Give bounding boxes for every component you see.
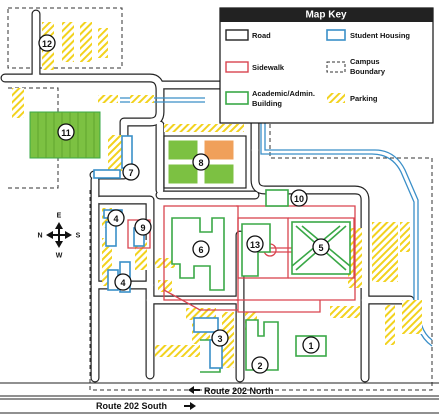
route-labels: Route 202 North Route 202 South — [96, 386, 274, 411]
marker-12[interactable]: 12 — [38, 34, 56, 52]
compass-e: E — [57, 213, 62, 220]
marker-3[interactable]: 3 — [211, 329, 229, 347]
marker-8[interactable]: 8 — [192, 153, 210, 171]
academic-buildings — [171, 189, 351, 373]
marker-4-north[interactable]: 4 — [107, 209, 125, 227]
key-parking-swatch — [327, 93, 345, 103]
roads — [0, 9, 415, 383]
route-north-arrow-icon — [188, 386, 200, 394]
key-boundary-label-1: Campus — [350, 57, 380, 66]
marker-10[interactable]: 10 — [290, 189, 308, 207]
svg-text:1: 1 — [308, 341, 313, 351]
key-sidewalk-swatch — [225, 61, 249, 73]
key-academic-label-1: Academic/Admin. — [252, 89, 315, 98]
key-boundary-swatch — [326, 61, 346, 73]
key-housing-swatch — [326, 29, 346, 41]
marker-1[interactable]: 1 — [302, 336, 320, 354]
key-housing-label: Student Housing — [350, 31, 410, 40]
svg-text:2: 2 — [257, 361, 262, 371]
marker-13[interactable]: 13 — [246, 235, 264, 253]
svg-text:3: 3 — [217, 334, 222, 344]
svg-text:9: 9 — [140, 223, 145, 233]
marker-4-south[interactable]: 4 — [114, 273, 132, 291]
route-south-arrow-icon — [184, 402, 196, 410]
svg-text:12: 12 — [42, 39, 52, 49]
marker-11[interactable]: 11 — [57, 123, 75, 141]
svg-text:4: 4 — [120, 278, 125, 288]
compass-rose: E W N S — [37, 213, 80, 260]
compass-arrows-icon — [46, 222, 72, 248]
svg-text:5: 5 — [318, 243, 323, 253]
svg-text:7: 7 — [128, 168, 133, 178]
route-202-south-label: Route 202 South — [96, 401, 167, 411]
marker-2[interactable]: 2 — [251, 356, 269, 374]
svg-text:4: 4 — [113, 214, 118, 224]
svg-text:8: 8 — [198, 158, 203, 168]
map-key: Map Key Road Student Housing Sidewalk Ca… — [219, 7, 434, 124]
svg-text:13: 13 — [250, 240, 260, 250]
map-key-title: Map Key — [305, 10, 347, 21]
key-parking-label: Parking — [350, 94, 378, 103]
key-academic-swatch — [225, 91, 249, 105]
marker-9[interactable]: 9 — [134, 218, 152, 236]
key-academic-label-2: Building — [252, 99, 282, 108]
parking-lots — [12, 22, 422, 368]
svg-text:11: 11 — [61, 128, 71, 138]
route-202-highway — [0, 382, 439, 414]
key-road-label: Road — [252, 31, 271, 40]
key-sidewalk-label: Sidewalk — [252, 63, 285, 72]
compass-n: N — [37, 233, 42, 240]
svg-text:10: 10 — [294, 194, 304, 204]
marker-7[interactable]: 7 — [122, 163, 140, 181]
svg-text:6: 6 — [198, 245, 203, 255]
key-road-swatch — [225, 29, 249, 41]
compass-w: W — [56, 253, 63, 260]
compass-s: S — [76, 233, 81, 240]
key-boundary-label-2: Boundary — [350, 67, 386, 76]
route-202-north-label: Route 202 North — [204, 386, 274, 396]
marker-5[interactable]: 5 — [312, 238, 330, 256]
marker-6[interactable]: 6 — [192, 240, 210, 258]
building-markers: 1 2 3 4 4 5 6 7 8 9 10 11 12 13 — [38, 34, 330, 374]
building-10 — [265, 189, 289, 207]
